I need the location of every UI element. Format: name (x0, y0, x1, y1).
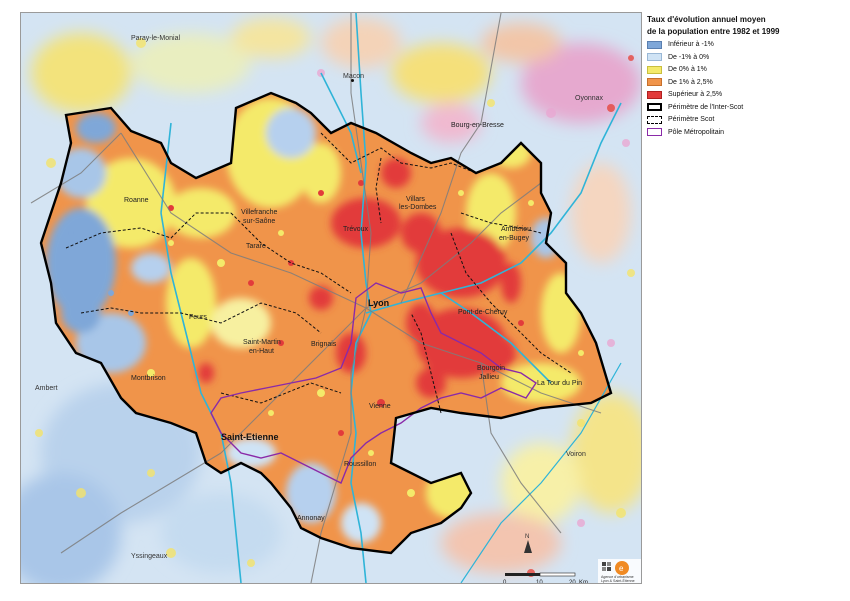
map: N Paray-le-Monial Macon Oyonnax Bourg-en… (20, 12, 642, 584)
legend-item-below-minus-1: Inférieur à -1% (647, 39, 847, 51)
place-tarare: Tarare (246, 243, 266, 250)
place-saint-martin-2: en-Haut (249, 348, 274, 355)
swatch-red (647, 90, 662, 99)
place-annonay: Annonay (297, 515, 325, 522)
scale-bar-graphic: 0 10 20 Km (503, 572, 588, 584)
legend-title: Taux d'évolution annuel moyen (647, 15, 766, 24)
legend-label: Périmètre de l'Inter-Scot (668, 103, 744, 111)
place-trevoux: Trévoux (343, 226, 369, 233)
place-saint-martin: Saint-Martin (243, 339, 281, 346)
place-villefranche-2: sur-Saône (243, 218, 276, 225)
place-pont-de-cheruy: Pont-de-Chéruy (458, 309, 508, 316)
place-voiron: Voiron (566, 451, 586, 458)
legend-label: Pôle Métropolitain (668, 128, 725, 136)
place-saint-etienne: Saint-Etienne (221, 432, 279, 442)
legend-item-1-to-2-5: De 1% à 2,5% (647, 77, 847, 89)
legend-item-0-to-1: De 0% à 1% (647, 64, 847, 76)
place-roussillon: Roussillon (344, 461, 377, 468)
legend-label: De -1% à 0% (668, 53, 710, 61)
map-canvas: N (21, 13, 641, 583)
place-amberieu: Ambérieu (501, 226, 531, 233)
agency-logo: e Agence d'urbanisme Lyon & Saint-Étienn… (598, 559, 641, 583)
swatch-pole-purple (647, 128, 662, 137)
legend-item-pole-metropolitain: Pôle Métropolitain (647, 127, 847, 139)
legend-item-above-2-5: Supérieur à 2,5% (647, 89, 847, 101)
rivers (160, 13, 622, 583)
place-yssingeaux: Yssingeaux (131, 553, 168, 560)
scale-tick-20: 20 (569, 580, 576, 584)
place-vienne: Vienne (369, 403, 391, 410)
roads (30, 13, 602, 583)
place-paray: Paray-le-Monial (131, 35, 181, 42)
legend-label: De 1% à 2,5% (668, 78, 713, 86)
legend-subtitle: de la population entre 1982 et 1999 (647, 27, 780, 36)
north-arrow: N (524, 534, 532, 553)
legend-item-scot: Périmètre Scot (647, 114, 847, 126)
place-montbrison: Montbrison (131, 375, 166, 382)
agency-city: Lyon & Saint-Étienne (601, 578, 635, 583)
place-lyon: Lyon (368, 298, 390, 308)
place-villars-2: les-Dombes (399, 204, 437, 211)
scot-perimeters (65, 132, 572, 414)
place-bourg: Bourg-en-Bresse (451, 122, 504, 129)
agency-logo-graphic: e Agence d'urbanisme Lyon & Saint-Étienn… (598, 559, 641, 583)
place-villefranche: Villefranche (241, 209, 278, 216)
agency-name: Agence d'urbanisme (601, 575, 634, 579)
legend-label: Périmètre Scot (668, 116, 715, 124)
scale-tick-0: 0 (503, 580, 507, 584)
scale-unit: Km (579, 580, 588, 584)
swatch-scot-dashed (647, 115, 662, 124)
pole-metropolitain (210, 282, 537, 484)
place-la-tour-du-pin: La Tour du Pin (537, 380, 583, 387)
inter-scot-perimeter (39, 91, 613, 555)
place-roanne: Roanne (124, 197, 149, 204)
place-brignais: Brignais (311, 341, 337, 348)
legend-label: Supérieur à 2,5% (668, 91, 723, 99)
legend-label: De 0% à 1% (668, 66, 707, 74)
swatch-inter-scot-outline (647, 103, 662, 112)
place-dot (351, 79, 354, 82)
legend: Taux d'évolution annuel moyen de la popu… (647, 14, 847, 138)
scale-tick-10: 10 (536, 580, 543, 584)
swatch-orange (647, 78, 662, 87)
scale-bar: 0 10 20 Km (503, 572, 603, 584)
north-label: N (525, 534, 529, 540)
swatch-blue-light (647, 53, 662, 62)
svg-text:e: e (619, 564, 624, 573)
swatch-blue-dark (647, 40, 662, 49)
place-amberieu-2: en-Bugey (499, 235, 529, 242)
place-bourgoin-2: Jallieu (479, 374, 499, 381)
place-ambert: Ambert (35, 385, 58, 392)
legend-item-inter-scot: Périmètre de l'Inter-Scot (647, 102, 847, 114)
place-villars: Villars (406, 196, 425, 203)
swatch-yellow (647, 65, 662, 74)
place-oyonnax: Oyonnax (575, 95, 604, 102)
place-bourgoin: Bourgoin (477, 365, 506, 372)
legend-label: Inférieur à -1% (668, 41, 714, 49)
place-feurs: Feurs (189, 314, 207, 321)
legend-item-minus-1-to-0: De -1% à 0% (647, 52, 847, 64)
place-macon: Macon (343, 73, 365, 80)
